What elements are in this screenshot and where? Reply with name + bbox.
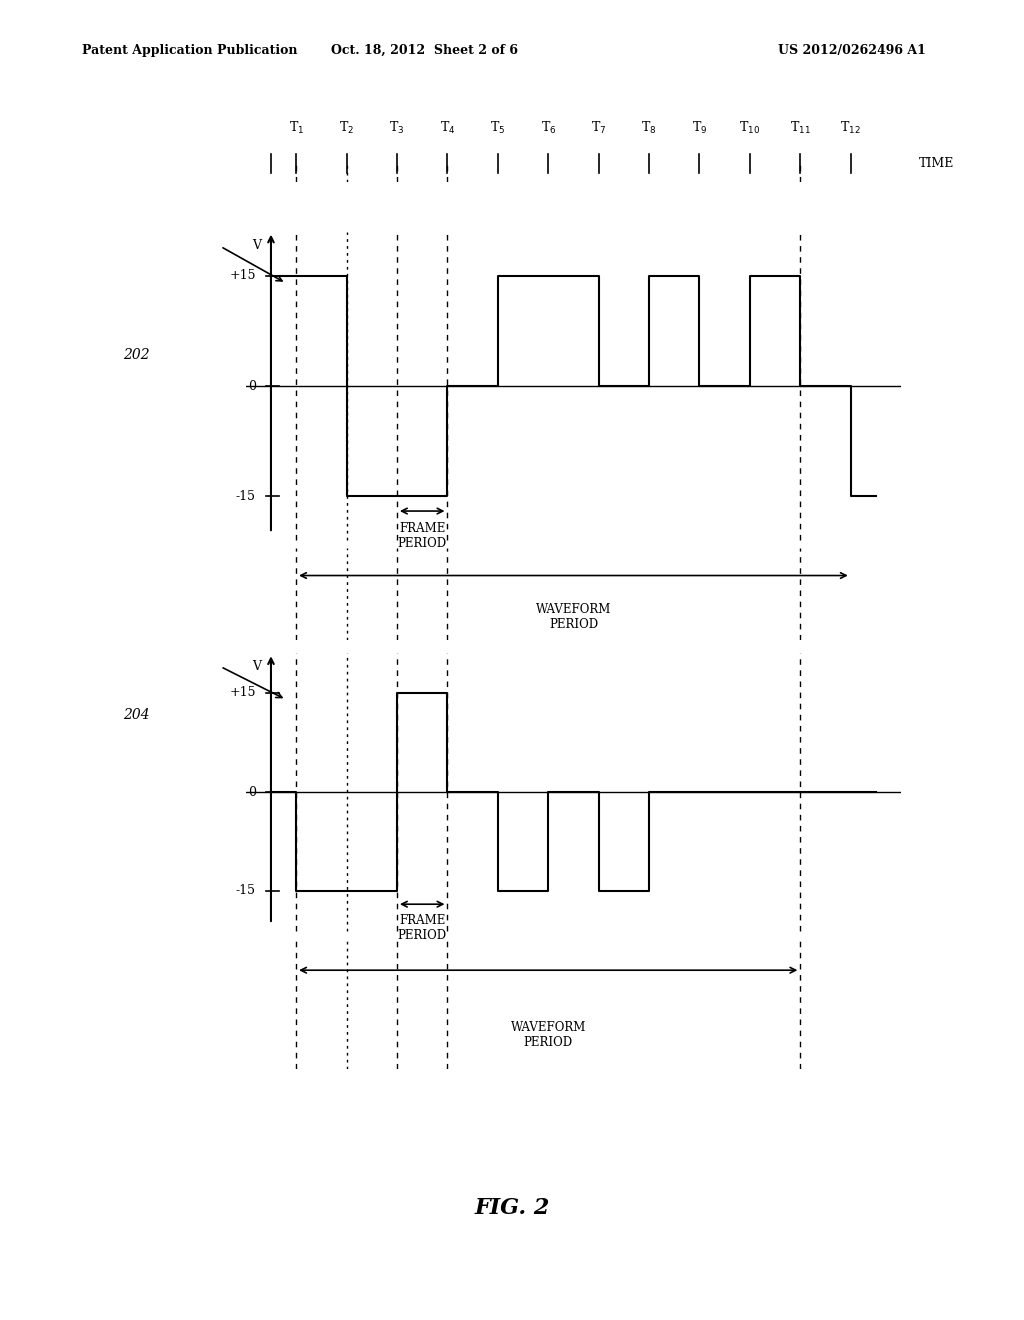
Text: 0: 0 (248, 380, 256, 392)
Text: -15: -15 (236, 490, 256, 503)
Text: T$_6$: T$_6$ (541, 120, 556, 136)
Text: 204: 204 (123, 709, 150, 722)
Text: T$_3$: T$_3$ (389, 120, 404, 136)
Text: Patent Application Publication: Patent Application Publication (82, 44, 297, 57)
Text: T$_8$: T$_8$ (641, 120, 656, 136)
Text: 202: 202 (123, 348, 150, 362)
Text: Oct. 18, 2012  Sheet 2 of 6: Oct. 18, 2012 Sheet 2 of 6 (332, 44, 518, 57)
Text: T$_9$: T$_9$ (692, 120, 708, 136)
Text: TIME: TIME (919, 157, 954, 170)
Text: FRAME
PERIOD: FRAME PERIOD (397, 913, 446, 942)
Text: WAVEFORM
PERIOD: WAVEFORM PERIOD (536, 603, 611, 631)
Text: FIG. 2: FIG. 2 (474, 1197, 550, 1218)
Text: T$_1$: T$_1$ (289, 120, 304, 136)
Text: T$_4$: T$_4$ (439, 120, 455, 136)
Text: V: V (252, 239, 261, 252)
Text: T$_{11}$: T$_{11}$ (790, 120, 811, 136)
Text: V: V (252, 660, 261, 673)
Text: 0: 0 (248, 785, 256, 799)
Text: T$_7$: T$_7$ (591, 120, 606, 136)
Text: US 2012/0262496 A1: US 2012/0262496 A1 (778, 44, 926, 57)
Text: T$_5$: T$_5$ (490, 120, 506, 136)
Text: T$_2$: T$_2$ (339, 120, 354, 136)
Text: WAVEFORM
PERIOD: WAVEFORM PERIOD (511, 1022, 586, 1049)
Text: -15: -15 (236, 884, 256, 898)
Text: +15: +15 (229, 269, 256, 282)
Text: FRAME
PERIOD: FRAME PERIOD (397, 523, 446, 550)
Text: T$_{12}$: T$_{12}$ (841, 120, 861, 136)
Text: +15: +15 (229, 686, 256, 700)
Text: T$_{10}$: T$_{10}$ (739, 120, 761, 136)
